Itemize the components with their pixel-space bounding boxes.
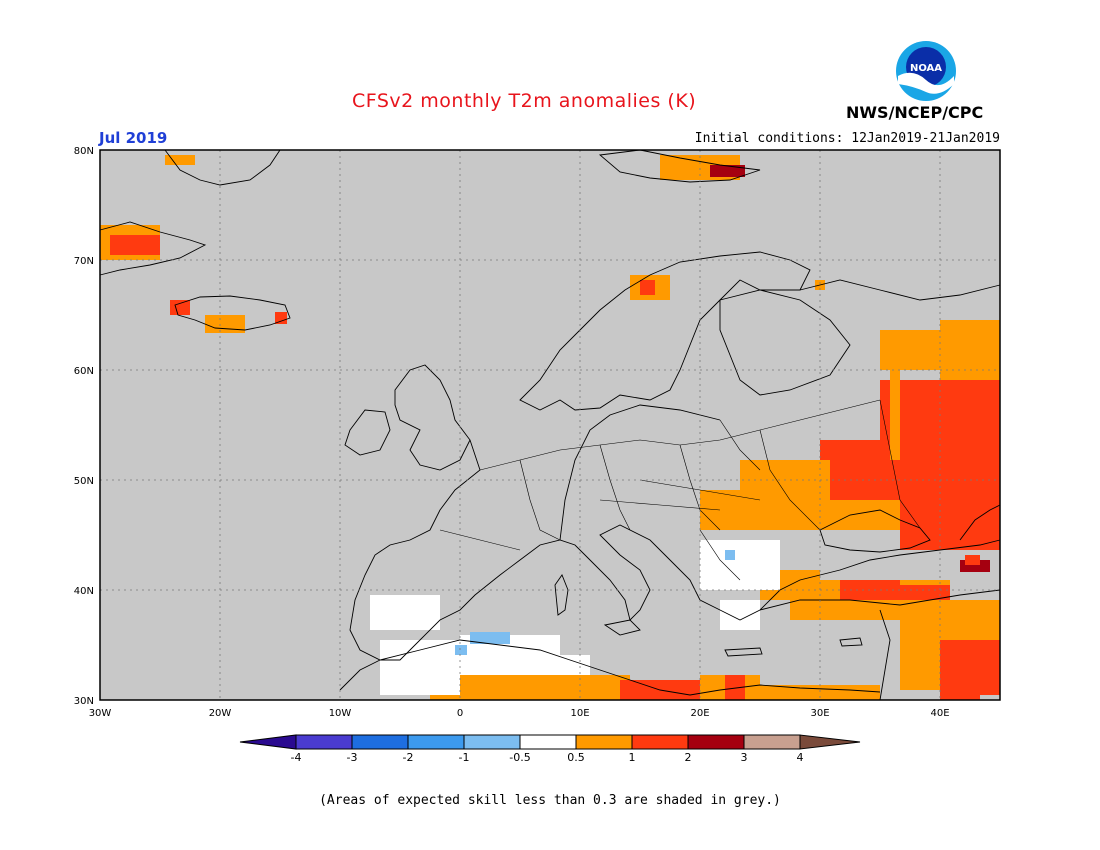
colorbar-bin: [519, 734, 577, 750]
lon-axis: 30W 20W 10W 0 10E 20E 30E 40E: [89, 708, 950, 719]
lon-label: 30E: [810, 708, 829, 719]
logo-text: NOAA: [910, 63, 942, 74]
lat-label: 60N: [74, 366, 94, 377]
colorbar-bin: [575, 734, 633, 750]
lon-label: 10W: [329, 708, 352, 719]
lon-label: 30W: [89, 708, 112, 719]
anomaly-cell: [820, 440, 1000, 510]
anomaly-cell: [700, 540, 780, 590]
map-title: CFSv2 monthly T2m anomalies (K): [352, 90, 697, 112]
anomaly-cell: [470, 632, 510, 644]
anomaly-cell: [555, 655, 590, 675]
anomaly-cell: [455, 645, 467, 655]
colorbar-tick-label: 3: [741, 751, 748, 764]
colorbar: -4 -3 -2 -1 -0.5 0.5 1 2 3 4: [239, 734, 861, 764]
colorbar-min-arrow: [239, 734, 297, 750]
forecast-month: Jul 2019: [99, 129, 168, 147]
agency-name: NWS/NCEP/CPC: [846, 103, 984, 122]
colorbar-max-arrow: [799, 734, 861, 750]
lat-label: 50N: [74, 476, 94, 487]
colorbar-tick-label: -4: [291, 751, 302, 764]
colorbar-bin: [463, 734, 521, 750]
lon-label: 10E: [570, 708, 589, 719]
colorbar-tick-label: -3: [347, 751, 358, 764]
grid-lines: [100, 150, 1000, 700]
anomaly-cell: [720, 600, 760, 630]
anomaly-cell: [205, 315, 245, 333]
lat-label: 40N: [74, 586, 94, 597]
colorbar-bin: [687, 734, 745, 750]
initial-conditions: Initial conditions: 12Jan2019-21Jan2019: [694, 131, 1000, 146]
skill-footnote: (Areas of expected skill less than 0.3 a…: [319, 793, 781, 808]
colorbar-tick-label: 0.5: [567, 751, 585, 764]
anomaly-cell: [110, 235, 160, 255]
lon-label: 0: [457, 708, 463, 719]
colorbar-bin: [295, 734, 353, 750]
colorbar-tick-label: -1: [459, 751, 470, 764]
colorbar-tick-label: 2: [685, 751, 692, 764]
lat-label: 30N: [74, 696, 94, 707]
anomaly-cell: [725, 675, 745, 700]
colorbar-bin: [631, 734, 689, 750]
anomaly-cell: [165, 155, 195, 165]
lon-label: 40E: [930, 708, 949, 719]
anomaly-cell: [900, 510, 1000, 550]
anomaly-cell: [890, 360, 900, 460]
colorbar-tick-label: -2: [403, 751, 414, 764]
country-borders: [439, 399, 921, 581]
colorbar-tick-label: -0.5: [509, 751, 530, 764]
anomaly-cell: [965, 555, 980, 565]
noaa-logo: NOAA: [896, 41, 956, 101]
lat-axis: 30N 40N 50N 60N 70N 80N: [74, 146, 94, 707]
anomaly-cell: [170, 300, 190, 315]
anomaly-cell: [430, 675, 630, 700]
colorbar-bin: [351, 734, 409, 750]
lon-label: 20E: [690, 708, 709, 719]
coastlines: [99, 149, 1001, 701]
colorbar-tick-label: 4: [797, 751, 804, 764]
anomaly-cell: [820, 500, 900, 530]
anomaly-cell: [370, 595, 440, 630]
anomaly-cell: [725, 550, 735, 560]
lat-label: 80N: [74, 146, 94, 157]
colorbar-tick-label: 1: [629, 751, 636, 764]
anomaly-cell: [760, 685, 880, 700]
anomaly-cell: [275, 312, 287, 324]
anomaly-cell: [940, 685, 980, 700]
lon-label: 20W: [209, 708, 232, 719]
colorbar-bin: [743, 734, 801, 750]
anomaly-cell: [640, 280, 655, 295]
colorbar-bin: [407, 734, 465, 750]
lat-label: 70N: [74, 256, 94, 267]
map-frame: [99, 149, 1001, 701]
anomaly-map: 30N 40N 50N 60N 70N 80N 30W 20W 10W 0 10…: [74, 146, 1001, 764]
anomaly-cell: [710, 165, 745, 177]
anomaly-cell: [380, 640, 460, 695]
